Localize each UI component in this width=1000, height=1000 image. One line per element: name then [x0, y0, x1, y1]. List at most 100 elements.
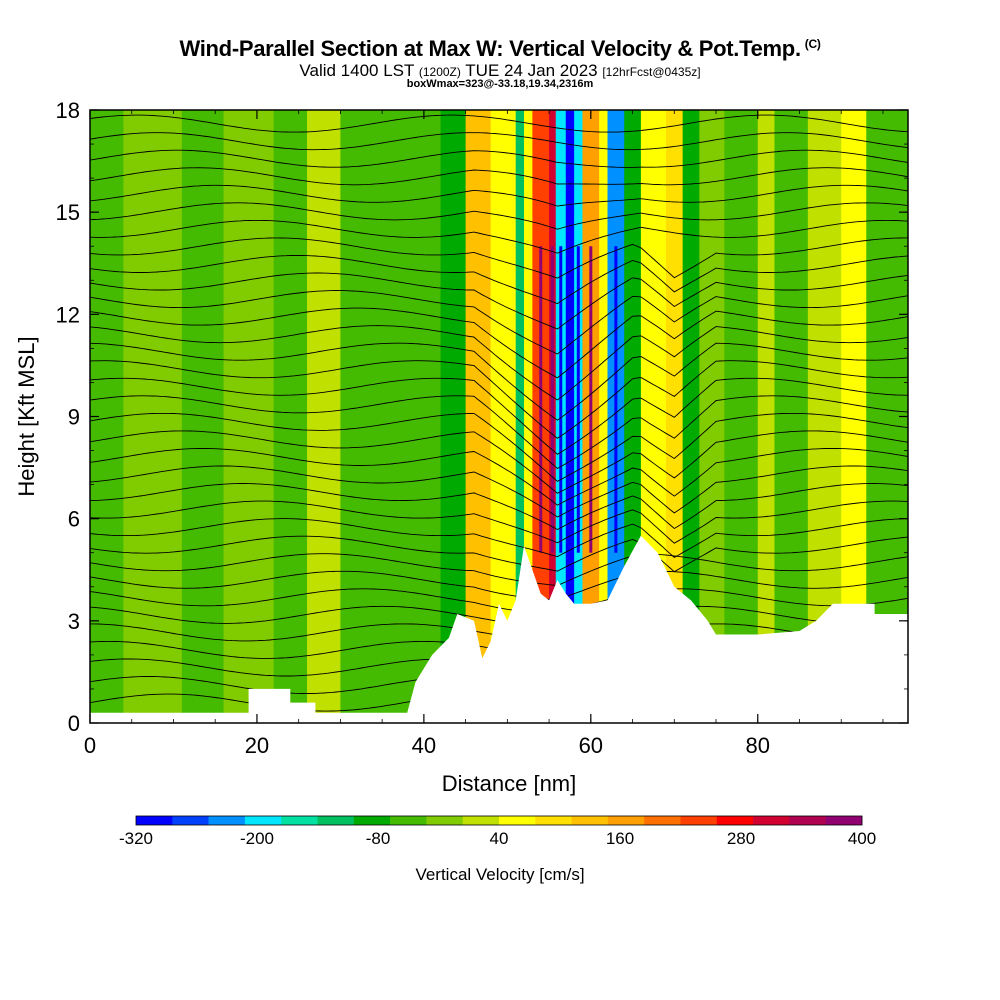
- velocity-band: [774, 110, 809, 723]
- box-wmax-info: boxWmax=323@-33.18,19.34,2316m: [406, 78, 594, 90]
- colorbar-swatch: [680, 816, 718, 825]
- isentrope-line: [90, 342, 908, 421]
- x-tick-label: 80: [746, 733, 770, 758]
- colorbar-swatch: [571, 816, 609, 825]
- colorbar-swatch: [716, 816, 754, 825]
- terrain: [90, 535, 908, 723]
- x-tick-label: 0: [84, 733, 96, 758]
- velocity-band: [515, 110, 525, 723]
- forecast-info: [12hrFcst@0435z]: [602, 65, 701, 79]
- colorbar-swatch: [208, 816, 246, 825]
- velocity-band: [340, 110, 400, 723]
- y-tick-label: 9: [68, 405, 80, 430]
- isentrope-line: [90, 412, 908, 482]
- velocity-band: [724, 110, 759, 723]
- colorbar-swatch: [390, 816, 427, 825]
- velocity-band: [524, 110, 533, 723]
- velocity-core: [614, 246, 618, 553]
- isentrope-line: [90, 325, 908, 401]
- colorbar-swatch: [499, 816, 536, 825]
- colorbar-swatch: [244, 816, 282, 825]
- isentrope-line: [90, 272, 908, 330]
- colorbar-title: Vertical Velocity [cm/s]: [415, 865, 584, 884]
- velocity-core: [539, 246, 543, 553]
- chart-title: Wind-Parallel Section at Max W: Vertical…: [0, 36, 1000, 62]
- velocity-band: [181, 110, 225, 723]
- y-tick-label: 0: [68, 711, 80, 736]
- colorbar-label: -200: [240, 829, 274, 848]
- velocity-core: [550, 246, 554, 553]
- velocity-core: [568, 246, 572, 553]
- isentrope-line: [90, 307, 908, 379]
- colorbar-swatch: [462, 816, 500, 825]
- colorbar-label: 40: [490, 829, 509, 848]
- colorbar-swatch: [607, 816, 645, 825]
- isentrope-line: [90, 553, 908, 587]
- velocity-band: [307, 110, 341, 723]
- colorbar-swatch: [426, 816, 463, 825]
- colorbar-frame: [135, 815, 863, 826]
- chart-subtitle: Valid 1400 LST (1200Z) TUE 24 Jan 2023 […: [0, 61, 1000, 81]
- valid-date: TUE 24 Jan 2023: [465, 61, 598, 80]
- velocity-band: [682, 110, 700, 723]
- isentrope-line: [90, 149, 908, 168]
- isentrope-line: [90, 465, 908, 518]
- velocity-band: [599, 110, 609, 723]
- valid-prefix: Valid 1400 LST: [299, 61, 415, 80]
- x-tick-label: 20: [245, 733, 269, 758]
- velocity-band: [123, 110, 183, 723]
- isentrope-line: [90, 184, 908, 207]
- isentrope-line: [90, 114, 908, 133]
- velocity-band: [757, 110, 775, 723]
- colorbar-swatch: [281, 816, 318, 825]
- velocity-core: [576, 246, 580, 553]
- colorbar-swatch: [172, 816, 209, 825]
- isentrope-line: [90, 132, 908, 151]
- velocity-core: [559, 246, 563, 553]
- y-tick-label: 15: [56, 200, 80, 225]
- isentrope-line: [90, 447, 908, 506]
- isentrope-line: [90, 570, 908, 601]
- isentrope-line: [90, 500, 908, 544]
- x-tick-label: 40: [412, 733, 436, 758]
- colorbar-swatch: [353, 816, 391, 825]
- x-tick-label: 60: [579, 733, 603, 758]
- velocity-band: [273, 110, 308, 723]
- colorbar-swatch: [789, 816, 826, 825]
- colorbar-swatch: [825, 816, 863, 825]
- chart-title-text: Wind-Parallel Section at Max W: Vertical…: [179, 36, 801, 61]
- x-axis-title: Distance [nm]: [442, 771, 577, 796]
- y-tick-label: 18: [56, 98, 80, 123]
- isentrope-line: [90, 237, 908, 279]
- isentrope-line: [90, 430, 908, 494]
- colorbar-swatch: [136, 816, 173, 825]
- colorbar-label: -320: [119, 829, 153, 848]
- y-tick-label: 6: [68, 507, 80, 532]
- isentrope-line: [90, 518, 908, 558]
- plot-area: [90, 110, 908, 723]
- isentrope-line: [90, 360, 908, 439]
- y-tick-label: 3: [68, 609, 80, 634]
- copyright-mark: (C): [804, 36, 821, 51]
- isentrope-line: [90, 395, 908, 470]
- colorbar-label: -80: [366, 829, 391, 848]
- colorbar-swatch: [317, 816, 355, 825]
- isentrope-line: [90, 202, 908, 230]
- colorbar-label: 400: [848, 829, 876, 848]
- colorbar-swatch: [535, 816, 572, 825]
- velocity-band: [223, 110, 275, 723]
- colorbar-label: 280: [727, 829, 755, 848]
- valid-utc: (1200Z): [418, 65, 461, 79]
- isentrope-line: [90, 377, 908, 455]
- y-tick-label: 12: [56, 302, 80, 327]
- isentrope-line: [90, 167, 908, 186]
- colorbar-swatch: [644, 816, 681, 825]
- isentrope-line: [90, 290, 908, 355]
- velocity-core: [589, 246, 593, 553]
- isentrope-line: [90, 219, 908, 254]
- colorbar-swatch: [753, 816, 790, 825]
- y-axis-title: Height [Kft MSL]: [14, 336, 39, 496]
- isentrope-line: [90, 535, 908, 573]
- isentrope-line: [90, 483, 908, 531]
